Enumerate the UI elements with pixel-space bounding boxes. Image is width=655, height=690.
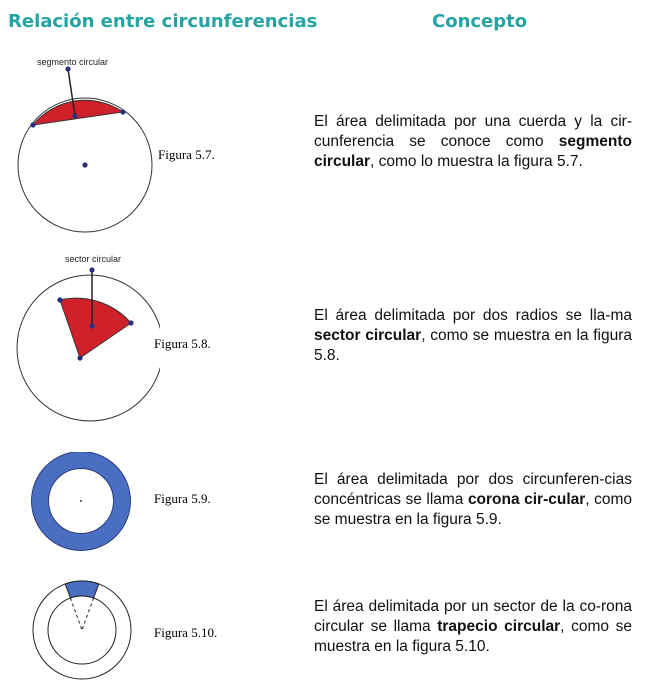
figure-segmento-circular: segmento circular <box>17 57 153 233</box>
caption-figura-5-10: Figura 5.10. <box>154 625 218 640</box>
column-header-concepto: Concepto <box>432 11 528 32</box>
ring-shape <box>31 452 131 551</box>
figure-trapecio-circular <box>32 580 132 680</box>
column-header-relacion: Relación entre circunferencias <box>8 11 318 32</box>
concept-sector-circular: El área delimitada por dos radios se lla… <box>314 307 632 364</box>
figure-label-segmento: segmento circular <box>37 57 108 67</box>
segment-shape <box>31 99 125 126</box>
figure-corona-circular <box>31 452 131 551</box>
sector-shape <box>59 297 132 359</box>
concept-trapecio-circular: El área delimitada por un sector de la c… <box>314 598 632 655</box>
caption-figura-5-8: Figura 5.8. <box>154 336 211 351</box>
caption-figura-5-7: Figura 5.7. <box>158 147 215 162</box>
figure-label-sector: sector circular <box>65 254 121 264</box>
caption-figura-5-9: Figura 5.9. <box>154 491 211 506</box>
concept-corona-circular: El área delimitada por dos circunferen-c… <box>314 471 633 528</box>
concept-segmento-circular: El área delimitada por una cuerda y la c… <box>314 113 632 170</box>
trapezoid-shape <box>64 580 100 599</box>
figure-sector-circular: sector circular <box>16 254 160 422</box>
